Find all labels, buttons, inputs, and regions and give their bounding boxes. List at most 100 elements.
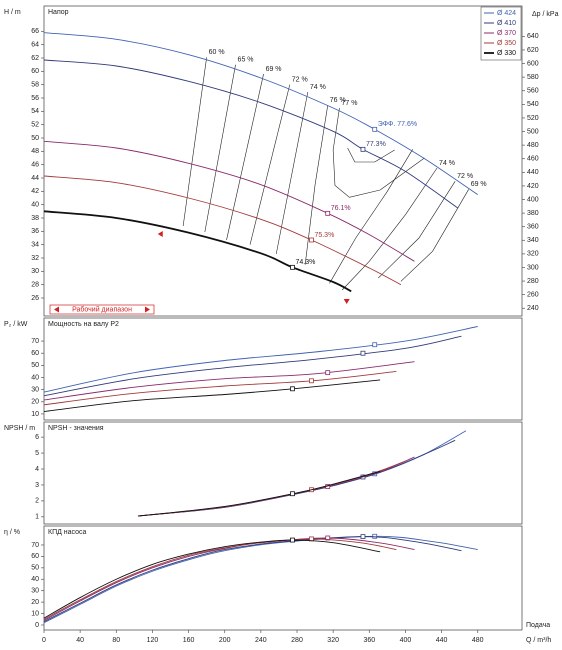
y-tick-label: 20 (31, 599, 39, 606)
efficiency-line (329, 149, 413, 284)
y-tick-label: 60 (31, 68, 39, 75)
y2-tick-label: 300 (527, 264, 539, 271)
legend-label: Ø 410 (497, 20, 516, 27)
x-tick-label: 200 (219, 637, 231, 644)
y2-tick-label: 480 (527, 142, 539, 149)
duty-point (360, 350, 366, 356)
panel-title: NPSH - значения (48, 425, 104, 432)
efficiency-label: 74 % (310, 84, 326, 91)
curve (43, 536, 462, 622)
y-tick-label: 64 (31, 42, 39, 49)
curve (137, 470, 381, 517)
y-tick-label: 44 (31, 175, 39, 182)
duty-point-label: 74.3% (295, 259, 315, 266)
y-tick-label: 32 (31, 255, 39, 262)
curve (43, 535, 478, 624)
efficiency-label: 72 % (292, 77, 308, 84)
y-tick-label: 30 (31, 386, 39, 393)
range-label: Рабочий диапазон (72, 305, 132, 313)
panel-title: КПД насоса (48, 529, 87, 536)
x-tick-label: 480 (472, 637, 484, 644)
panel-frame (43, 5, 523, 317)
efficiency-label: 69 % (266, 66, 282, 73)
duty-point (290, 264, 295, 270)
curve (43, 326, 478, 393)
range-start (157, 231, 163, 237)
y2-tick-label: 420 (527, 183, 539, 190)
x-tick-label: 440 (436, 637, 448, 644)
x-tick-label: 80 (112, 637, 120, 644)
y-tick-label: 6 (35, 434, 39, 441)
y2-tick-label: 440 (527, 169, 539, 176)
y2-tick-label: 260 (527, 292, 539, 299)
x-axis-title: Подача (526, 622, 550, 629)
y-tick-label: 36 (31, 228, 39, 235)
y2-tick-label: 520 (527, 115, 539, 122)
range-box (49, 304, 155, 315)
y2-tick-label: 340 (527, 237, 539, 244)
panel-frame (43, 525, 523, 631)
range-end (343, 299, 350, 304)
y-tick-label: 3 (35, 482, 39, 489)
efficiency-line (400, 189, 469, 282)
curve (137, 460, 406, 517)
x-tick-label: 240 (255, 637, 267, 644)
panel-title: Мощность на валу P2 (48, 321, 119, 328)
legend-label: Ø 350 (497, 40, 516, 47)
duty-point (372, 533, 378, 539)
curve (43, 32, 478, 196)
y-tick-label: 50 (31, 565, 39, 572)
duty-point (372, 126, 378, 132)
y-tick-label: 30 (31, 268, 39, 275)
curve (43, 175, 402, 286)
efficiency-label: 65 % (238, 57, 254, 64)
legend-label: Ø 330 (497, 50, 516, 57)
y-tick-label: 42 (31, 188, 39, 195)
x-axis-label: Q / m³/h (526, 637, 551, 644)
y2-tick-label: 320 (527, 251, 539, 258)
efficiency-label: 72 % (457, 173, 473, 180)
x-tick-label: 360 (363, 637, 375, 644)
y2-tick-label: 400 (527, 196, 539, 203)
efficiency-line (341, 167, 438, 291)
y-tick-label: 40 (31, 374, 39, 381)
y2-tick-label: 240 (527, 305, 539, 312)
y-tick-label: 0 (35, 622, 39, 629)
range-arrow-left (54, 306, 59, 313)
y-tick-label: 10 (31, 411, 39, 418)
y-tick-label: 58 (31, 82, 39, 89)
efficiency-line (304, 105, 329, 265)
y2-tick-label: 620 (527, 47, 539, 54)
curve (43, 210, 352, 293)
curve (43, 361, 415, 401)
curve (43, 370, 397, 406)
duty-point (360, 534, 366, 540)
y2-tick-label: 560 (527, 88, 539, 95)
y2-tick-label: 500 (527, 128, 539, 135)
y-tick-label: 30 (31, 588, 39, 595)
duty-point (290, 537, 295, 543)
legend-label: Ø 424 (497, 10, 516, 17)
y-tick-label: 62 (31, 55, 39, 62)
curve (137, 430, 467, 517)
y2-axis-label: Δp / kPa (532, 11, 559, 18)
y-tick-label: 50 (31, 362, 39, 369)
efficiency-label: 69 % (471, 181, 487, 188)
y-tick-label: 1 (35, 514, 39, 521)
y-tick-label: 26 (31, 295, 39, 302)
y2-tick-label: 580 (527, 74, 539, 81)
y-tick-label: 54 (31, 108, 39, 115)
y-tick-label: 70 (31, 338, 39, 345)
legend-label: Ø 370 (497, 30, 516, 37)
y-tick-label: 60 (31, 553, 39, 560)
y-tick-label: 2 (35, 498, 39, 505)
panel-frame (43, 317, 523, 421)
duty-point-label: 77.3% (366, 141, 386, 148)
efficiency-label: 74 % (439, 160, 455, 167)
duty-point (360, 146, 366, 152)
y2-tick-label: 640 (527, 33, 539, 40)
y2-tick-label: 280 (527, 278, 539, 285)
x-tick-label: 0 (42, 637, 46, 644)
duty-point-label: ЭФФ. 77.6% (378, 121, 417, 128)
